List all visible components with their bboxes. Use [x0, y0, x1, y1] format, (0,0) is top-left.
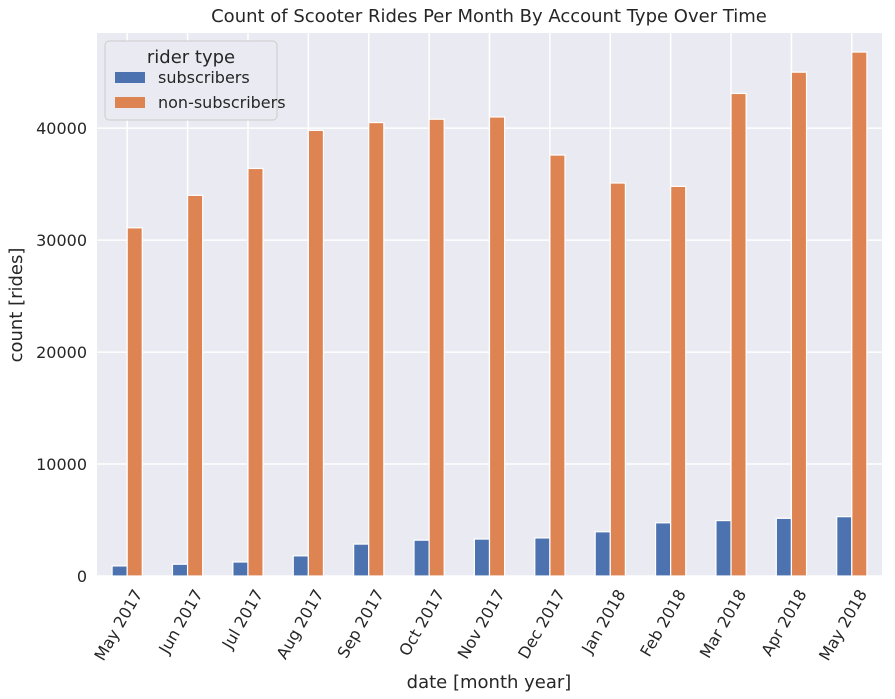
bar-non-subscribers	[730, 92, 747, 577]
x-tick-labels: May 2017 Jun 2017 Jul 2017 Aug 2017 Sep 2017…	[90, 586, 871, 664]
y-tick-label: 40000	[36, 119, 87, 138]
bars-group	[111, 51, 868, 577]
bar-subscribers	[413, 539, 430, 577]
legend-swatch-subscribers	[115, 72, 145, 83]
bar-subscribers	[232, 561, 249, 577]
x-tick-label: Aug 2017	[273, 586, 328, 662]
y-axis-label: count [rides]	[6, 248, 27, 363]
x-tick-label: Nov 2017	[454, 586, 509, 662]
x-tick-label: Sep 2017	[333, 586, 387, 661]
y-tick-label: 0	[77, 567, 87, 586]
bar-non-subscribers	[307, 129, 325, 577]
legend: rider type subscribers non-subscribers	[104, 40, 286, 121]
bar-subscribers	[654, 522, 672, 577]
bar-non-subscribers	[126, 227, 143, 577]
chart-title: Count of Scooter Rides Per Month By Acco…	[211, 6, 767, 27]
bar-non-subscribers	[186, 194, 204, 577]
bar-subscribers	[473, 538, 491, 577]
bar-subscribers	[292, 555, 309, 577]
legend-title: rider type	[147, 47, 235, 68]
x-tick-label: Jan 2018	[577, 586, 629, 657]
bar-subscribers	[111, 565, 128, 577]
x-tick-label: Mar 2018	[696, 586, 750, 661]
x-tick-label: Oct 2017	[395, 586, 448, 659]
bar-non-subscribers	[790, 71, 808, 577]
bar-non-subscribers	[670, 185, 687, 577]
x-tick-label: Dec 2017	[514, 586, 569, 662]
bar-subscribers	[836, 516, 853, 577]
legend-label-subscribers: subscribers	[158, 68, 250, 87]
bar-subscribers	[775, 517, 793, 577]
y-tick-labels: 0 10000 20000 30000 40000	[36, 119, 87, 586]
y-tick-label: 10000	[36, 455, 87, 474]
bar-non-subscribers	[428, 118, 445, 577]
x-axis-label: date [month year]	[407, 672, 572, 693]
x-tick-label: Feb 2018	[636, 586, 690, 660]
x-tick-label: May 2018	[815, 586, 871, 664]
y-tick-label: 30000	[36, 231, 87, 250]
x-tick-label: Jun 2017	[154, 586, 206, 658]
bar-non-subscribers	[549, 154, 566, 577]
bar-non-subscribers	[247, 167, 264, 577]
bar-subscribers	[353, 543, 370, 577]
bar-non-subscribers	[609, 182, 626, 577]
bar-non-subscribers	[851, 51, 868, 577]
bar-subscribers	[171, 563, 189, 577]
legend-box	[104, 40, 278, 121]
bar-subscribers	[594, 531, 611, 577]
x-tick-label: Jul 2017	[218, 586, 268, 653]
bar-non-subscribers	[488, 116, 506, 577]
bar-subscribers	[534, 537, 551, 577]
x-tick-label: May 2017	[90, 586, 146, 664]
y-tick-label: 20000	[36, 343, 87, 362]
legend-label-non-subscribers: non-subscribers	[158, 93, 286, 112]
legend-swatch-non-subscribers	[115, 97, 145, 108]
bar-non-subscribers	[368, 121, 385, 577]
bar-subscribers	[715, 519, 732, 577]
x-tick-label: Apr 2018	[757, 586, 810, 659]
